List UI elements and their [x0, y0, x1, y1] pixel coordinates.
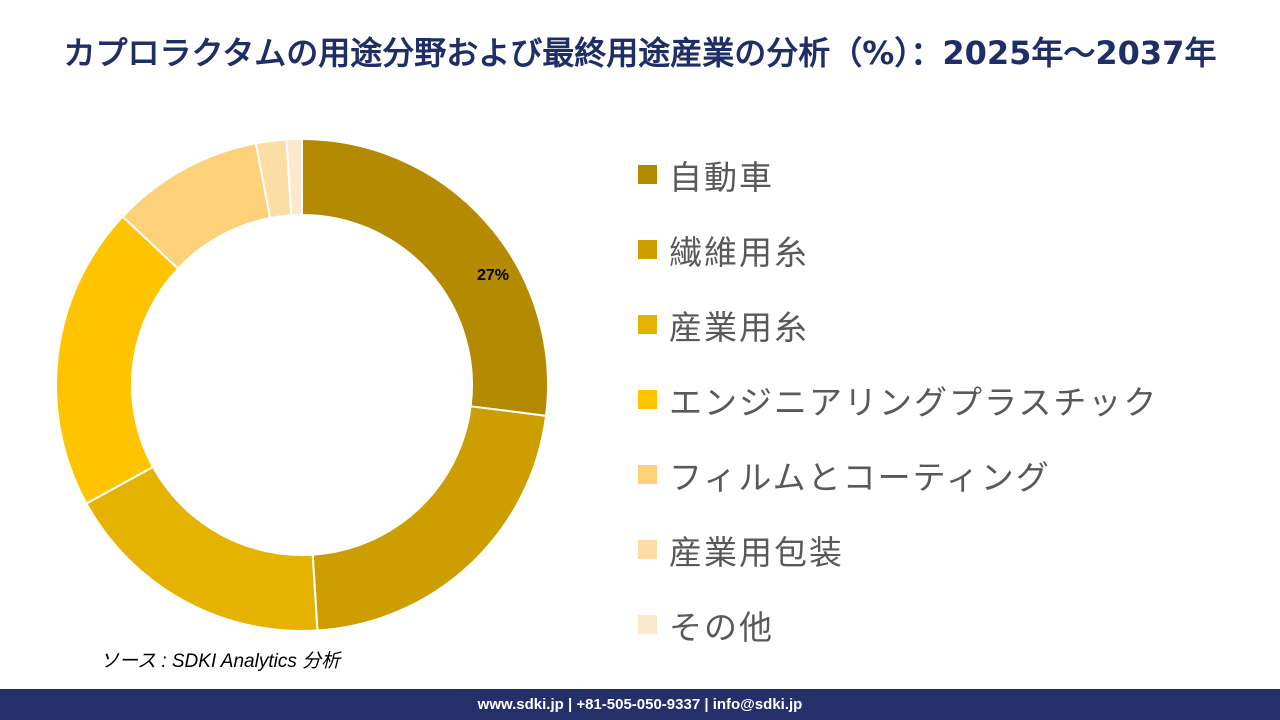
- legend-swatch: [638, 540, 657, 559]
- donut-slice: [85, 465, 319, 632]
- legend-item: エンジニアリングプラスチック: [638, 362, 1158, 437]
- legend-label: 繊維用糸: [669, 232, 809, 272]
- legend-swatch: [638, 465, 657, 484]
- legend-label: エンジニアリングプラスチック: [669, 382, 1159, 422]
- legend-label: フィルムとコーティング: [669, 457, 1051, 497]
- slice-data-label: 27%: [477, 267, 509, 284]
- legend-label: 自動車: [669, 157, 774, 197]
- chart-title: カプロラクタムの用途分野および最終用途産業の分析（%）：2025年～2037年: [63, 34, 1217, 72]
- legend-swatch: [638, 615, 657, 634]
- legend-swatch: [638, 165, 657, 184]
- legend-swatch: [638, 240, 657, 259]
- donut-chart: 27%: [55, 137, 549, 632]
- footer-contact-bar: www.sdki.jp | +81-505-050-9337 | info@sd…: [0, 689, 1280, 720]
- legend-item: 産業用糸: [638, 287, 1158, 362]
- donut-slice: [285, 137, 303, 217]
- donut-slice: [311, 405, 548, 632]
- legend-label: 産業用糸: [669, 307, 809, 347]
- legend-item: フィルムとコーティング: [638, 437, 1158, 512]
- chart-legend: 自動車 繊維用糸 産業用糸 エンジニアリングプラスチック フィルムとコーティング…: [638, 137, 1158, 662]
- legend-swatch: [638, 315, 657, 334]
- legend-swatch: [638, 390, 657, 409]
- source-note: ソース : SDKI Analytics 分析: [100, 651, 341, 672]
- legend-item: 繊維用糸: [638, 212, 1158, 287]
- donut-slice: [301, 137, 549, 417]
- donut-slice: [55, 215, 180, 505]
- legend-label: その他: [669, 607, 774, 647]
- legend-item: 産業用包装: [638, 512, 1158, 587]
- legend-label: 産業用包装: [669, 532, 844, 572]
- legend-item: その他: [638, 587, 1158, 662]
- legend-item: 自動車: [638, 137, 1158, 212]
